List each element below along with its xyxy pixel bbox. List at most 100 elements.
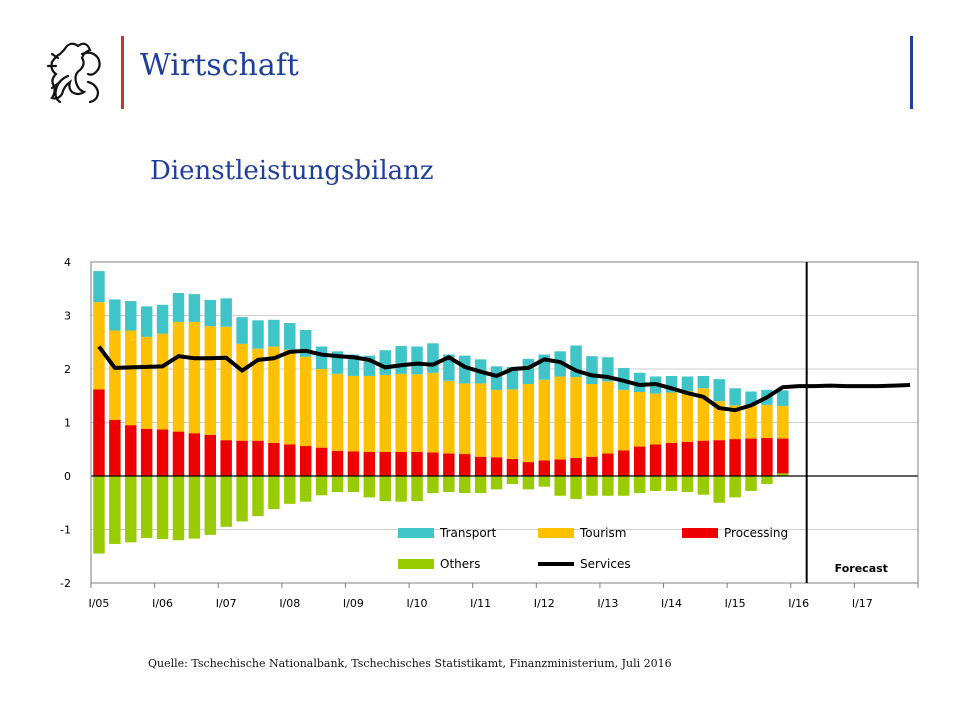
bar-others bbox=[220, 476, 232, 527]
bar-processing bbox=[538, 460, 550, 476]
bar-transport bbox=[188, 294, 201, 322]
x-tick-label: I/12 bbox=[534, 597, 555, 610]
bar-tourism bbox=[602, 381, 614, 454]
bar-others bbox=[379, 476, 391, 502]
bar-transport bbox=[331, 351, 344, 374]
bar-tourism bbox=[411, 374, 423, 452]
legend-label-transport: Transport bbox=[439, 526, 497, 540]
bar-tourism bbox=[443, 380, 455, 454]
bar-processing bbox=[602, 453, 614, 476]
services-line bbox=[97, 345, 911, 413]
bar-others bbox=[93, 476, 105, 554]
bar-others bbox=[299, 476, 312, 502]
bar-others bbox=[109, 476, 121, 544]
bar-transport bbox=[602, 357, 614, 382]
bar-tourism bbox=[109, 330, 121, 420]
x-tick-label: I/16 bbox=[788, 597, 809, 610]
bar-processing bbox=[299, 446, 312, 476]
bar-tourism bbox=[570, 377, 582, 458]
bar-tourism bbox=[777, 405, 789, 439]
bar-processing bbox=[363, 451, 376, 476]
bar-processing bbox=[331, 450, 344, 476]
bar-transport bbox=[315, 346, 328, 369]
bar-tourism bbox=[93, 302, 105, 390]
bar-transport bbox=[681, 376, 694, 391]
bar-others bbox=[570, 476, 582, 500]
bar-transport bbox=[284, 322, 296, 350]
bar-tourism bbox=[459, 383, 471, 455]
bar-transport bbox=[522, 358, 535, 384]
bar-tourism bbox=[125, 330, 137, 426]
bar-others bbox=[618, 476, 630, 496]
x-tick-label: I/06 bbox=[152, 597, 173, 610]
y-tick-label: 0 bbox=[64, 470, 71, 483]
bar-processing bbox=[109, 419, 121, 476]
bar-tourism bbox=[586, 383, 598, 457]
bar-tourism bbox=[681, 390, 694, 442]
bar-others bbox=[538, 476, 550, 487]
bar-others bbox=[331, 476, 344, 493]
y-tick-label: -1 bbox=[60, 524, 71, 537]
slide-title: Dienstleistungsbilanz bbox=[150, 156, 434, 186]
bar-others bbox=[681, 476, 694, 493]
bar-processing bbox=[93, 389, 105, 476]
bar-transport bbox=[459, 355, 471, 384]
legend-swatch-processing bbox=[682, 528, 718, 538]
bar-processing bbox=[427, 452, 439, 476]
bar-transport bbox=[697, 375, 710, 389]
bar-tourism bbox=[522, 383, 535, 463]
bar-tourism bbox=[252, 348, 264, 441]
bar-tourism bbox=[395, 373, 407, 452]
header-title: Wirtschaft bbox=[140, 48, 299, 83]
bar-others bbox=[554, 476, 566, 496]
bar-others bbox=[506, 476, 519, 485]
bar-processing bbox=[347, 451, 360, 476]
chart-svg: 4 3 2 1 0 -1 -2 I/05 I/06 I/07 I/08 I/09 I/10 I/11 I/1… bbox=[60, 256, 919, 610]
bar-others bbox=[522, 476, 535, 490]
x-tick-label: I/09 bbox=[343, 597, 364, 610]
bar-transport bbox=[172, 293, 185, 322]
bar-others bbox=[427, 476, 439, 494]
bar-others bbox=[284, 476, 296, 504]
bar-transport bbox=[506, 366, 519, 390]
bar-tourism bbox=[713, 401, 725, 441]
bar-transport bbox=[347, 354, 360, 376]
bar-transport bbox=[427, 343, 439, 373]
bar-processing bbox=[777, 438, 789, 476]
bar-tourism bbox=[633, 392, 646, 447]
bar-transport bbox=[633, 372, 646, 393]
bar-tourism bbox=[363, 375, 376, 452]
x-tick-label: I/11 bbox=[470, 597, 491, 610]
bar-tourism bbox=[665, 392, 678, 443]
lion-emblem-icon bbox=[38, 36, 110, 112]
bar-tourism bbox=[697, 388, 710, 441]
bar-others bbox=[236, 476, 248, 522]
bar-others bbox=[188, 476, 201, 539]
y-tick-label: 3 bbox=[64, 310, 71, 323]
legend-swatch-others bbox=[398, 559, 434, 569]
bar-processing bbox=[204, 434, 217, 476]
bar-processing bbox=[156, 429, 169, 476]
bar-others bbox=[761, 476, 773, 485]
bar-transport bbox=[395, 345, 407, 374]
bar-others bbox=[268, 476, 280, 510]
bar-transport bbox=[538, 354, 550, 380]
bar-transport bbox=[109, 299, 121, 331]
bar-processing bbox=[236, 440, 248, 476]
bar-processing bbox=[729, 439, 741, 476]
bar-others bbox=[713, 476, 725, 503]
bar-tourism bbox=[379, 374, 391, 452]
bar-processing bbox=[649, 444, 662, 476]
bar-others bbox=[745, 476, 757, 491]
bar-processing bbox=[570, 457, 582, 476]
bar-others bbox=[347, 476, 360, 493]
bar-others bbox=[665, 476, 678, 491]
bar-processing bbox=[459, 454, 471, 476]
x-tick-label: I/17 bbox=[852, 597, 873, 610]
bar-transport bbox=[125, 301, 137, 331]
bar-tourism bbox=[506, 389, 519, 459]
bar-transport bbox=[729, 388, 741, 406]
y-tick-label: 4 bbox=[64, 256, 71, 269]
bar-processing bbox=[395, 451, 407, 476]
bar-processing bbox=[284, 444, 296, 476]
